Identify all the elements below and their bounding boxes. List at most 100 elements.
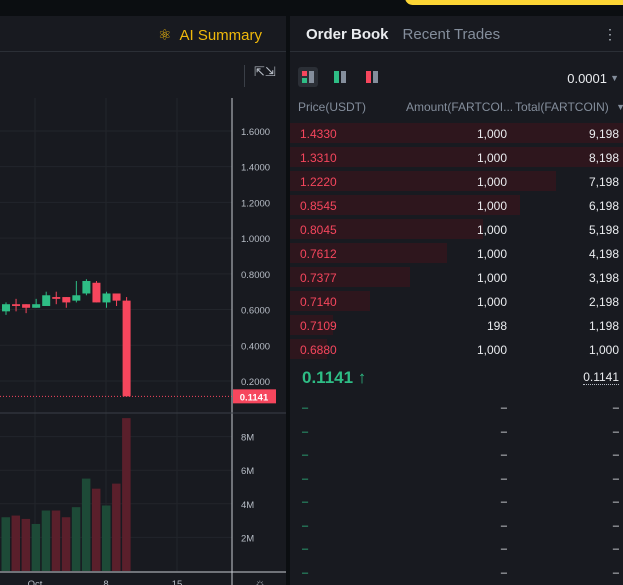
candle-body <box>12 304 21 306</box>
price-tick-label: 0.6000 <box>241 306 270 317</box>
ask-row[interactable]: 0.8545 1,000 6,198 <box>290 193 623 217</box>
chevron-down-icon: ▼ <box>610 73 619 83</box>
asks-view-button[interactable] <box>362 67 382 87</box>
more-icon[interactable]: ⋮ <box>603 26 617 42</box>
price-tick-label: 0.2000 <box>241 377 270 388</box>
ask-total: 4,198 <box>588 247 619 261</box>
bid-total: – <box>612 566 619 579</box>
bid-price: – <box>302 566 309 579</box>
ask-amount: 1,000 <box>476 223 507 237</box>
candle-body <box>2 304 10 312</box>
divider <box>290 51 623 52</box>
ask-amount: 1,000 <box>476 199 507 213</box>
ask-amount: 1,000 <box>476 343 507 357</box>
volume-bar <box>21 518 31 571</box>
ask-total: 2,198 <box>588 295 619 309</box>
bid-row[interactable]: – – – <box>290 396 623 420</box>
volume-bar <box>41 510 51 571</box>
depth-bar <box>290 339 327 359</box>
bid-amount: – <box>500 449 507 461</box>
tick-size-select[interactable]: 0.0001 ▼ <box>567 71 619 86</box>
order-book-panel: Order Book Recent Trades ⋮ 0.0001 ▼ Price… <box>290 16 623 585</box>
both-sides-view-button[interactable] <box>298 67 318 87</box>
last-price-tag-label: 0.1141 <box>240 392 269 403</box>
bid-total: – <box>612 519 619 532</box>
ask-price: 0.7140 <box>300 295 337 309</box>
ask-price: 0.7377 <box>300 271 337 285</box>
bid-total: – <box>612 402 619 414</box>
ask-row[interactable]: 0.8045 1,000 5,198 <box>290 217 623 241</box>
bid-row[interactable]: – – – <box>290 561 623 585</box>
volume-bar <box>31 523 41 571</box>
volume-bar <box>81 478 91 571</box>
time-tick-label: Oct <box>28 579 43 585</box>
asks-icon <box>366 71 378 83</box>
bid-amount: – <box>500 519 507 532</box>
bid-amount: – <box>500 543 507 555</box>
volume-bar <box>51 510 61 571</box>
depth-bar <box>290 123 623 143</box>
ask-row[interactable]: 0.7377 1,000 3,198 <box>290 265 623 289</box>
bids-list: – – – – – – – – – – – – – – – – – – – – – – – – <box>290 396 623 584</box>
settings-icon: ☼ <box>255 576 266 585</box>
depth-bar <box>290 147 623 167</box>
mark-price[interactable]: 0.1141 <box>583 370 619 385</box>
ask-amount: 1,000 <box>476 247 507 261</box>
candle-body <box>52 297 61 299</box>
candle-body <box>82 280 91 294</box>
bid-row[interactable]: – – – <box>290 490 623 514</box>
candle-body <box>102 293 111 303</box>
bid-total: – <box>612 543 619 555</box>
ask-row[interactable]: 1.2220 1,000 7,198 <box>290 169 623 193</box>
divider <box>244 65 245 87</box>
ask-price: 1.3310 <box>300 151 337 165</box>
depth-bar <box>290 267 410 287</box>
bid-total: – <box>612 425 619 438</box>
candle-body <box>92 282 101 303</box>
bid-row[interactable]: – – – <box>290 537 623 561</box>
bid-row[interactable]: – – – <box>290 467 623 491</box>
ai-summary-button[interactable]: ⚛ AI Summary <box>158 26 262 45</box>
tab-recent-trades[interactable]: Recent Trades <box>402 26 501 43</box>
volume-tick-label: 6M <box>241 466 254 477</box>
bid-row[interactable]: – – – <box>290 514 623 538</box>
tab-order-book[interactable]: Order Book <box>306 26 389 43</box>
bid-row[interactable]: – – – <box>290 443 623 467</box>
candle-body <box>42 295 51 306</box>
ask-total: 8,198 <box>588 151 619 165</box>
candlestick-chart[interactable]: 1.6000 1.4000 1.2000 1.0000 0.8000 0.6000 0.40… <box>0 16 286 585</box>
bid-price: – <box>302 425 309 438</box>
bids-icon <box>334 71 346 83</box>
bid-price: – <box>302 543 309 555</box>
ask-row[interactable]: 1.3310 1,000 8,198 <box>290 145 623 169</box>
candle-body <box>32 304 41 308</box>
bid-row[interactable]: – – – <box>290 420 623 444</box>
bids-view-button[interactable] <box>330 67 350 87</box>
volume-bar <box>122 418 131 571</box>
volume-bar <box>1 517 10 571</box>
atom-icon: ⚛ <box>158 27 172 44</box>
ask-row[interactable]: 0.7140 1,000 2,198 <box>290 289 623 313</box>
ask-row[interactable]: 0.7612 1,000 4,198 <box>290 241 623 265</box>
ask-amount: 198 <box>486 319 507 333</box>
price-tick-label: 0.4000 <box>241 341 270 352</box>
depth-bar <box>290 171 557 191</box>
bid-price: – <box>302 472 309 485</box>
ask-row[interactable]: 0.7109 198 1,198 <box>290 313 623 337</box>
last-price-tag <box>233 389 276 404</box>
ask-row[interactable]: 0.6880 1,000 1,000 <box>290 337 623 361</box>
fullscreen-icon[interactable]: ⇱⇲ <box>254 64 276 79</box>
bid-price: – <box>302 449 309 461</box>
volume-bar <box>71 507 81 571</box>
col-total[interactable]: Total(FARTCOIN) <box>515 100 609 114</box>
chevron-down-icon[interactable]: ▼ <box>616 102 623 112</box>
asks-list: 1.4330 1,000 9,198 1.3310 1,000 8,198 1.… <box>290 121 623 361</box>
both-sides-icon <box>302 71 314 83</box>
depth-bar <box>290 315 334 335</box>
primary-button[interactable] <box>405 0 623 5</box>
last-price: 0.1141 ↑ <box>302 368 367 387</box>
volume-tick-label: 2M <box>241 533 254 544</box>
bid-amount: – <box>500 566 507 579</box>
ask-row[interactable]: 1.4330 1,000 9,198 <box>290 121 623 145</box>
divider <box>0 51 286 52</box>
